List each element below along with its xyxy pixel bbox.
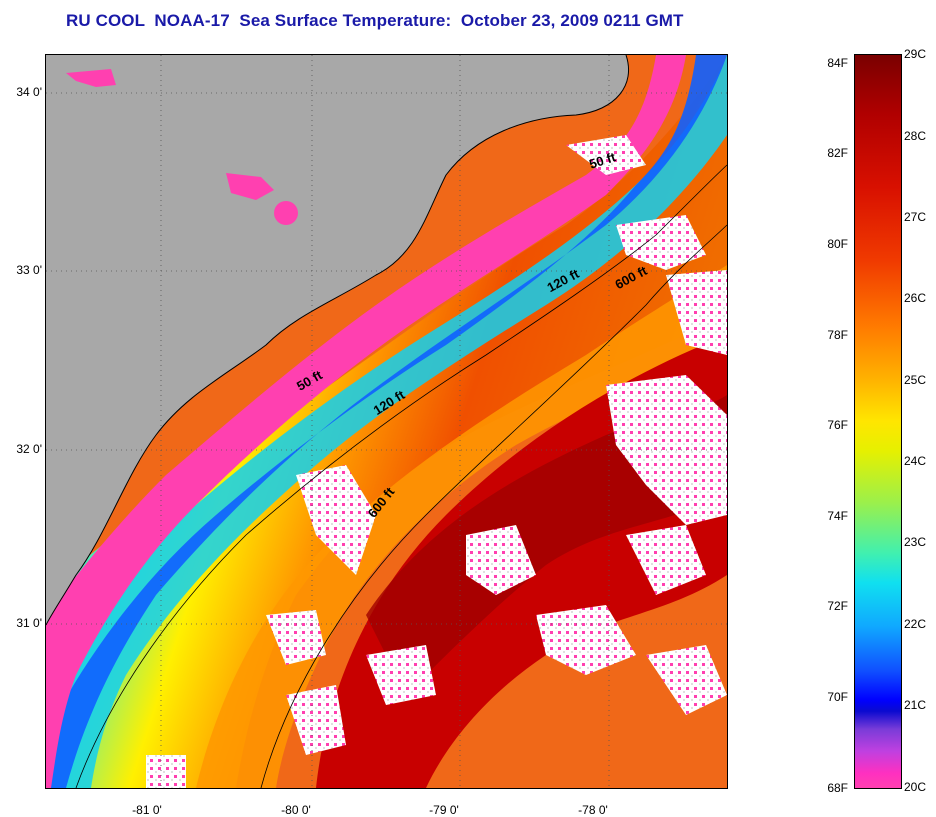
colorbar-f-76: 76F (827, 418, 848, 432)
colorbar-c-24: 24C (904, 454, 927, 468)
colorbar-c-23: 23C (904, 535, 927, 549)
lon-label-80: -80 0' (281, 803, 311, 817)
lat-label-32: 32 0' (16, 442, 42, 456)
colorbar-c-29: 29C (904, 47, 927, 61)
temperature-colorbar (854, 54, 902, 789)
colorbar-c-22: 22C (904, 617, 927, 631)
sst-map[interactable]: 50 ft 120 ft 600 ft 50 ft 120 ft 600 ft (45, 54, 728, 789)
colorbar-f-80: 80F (827, 237, 848, 251)
colorbar-f-70: 70F (827, 690, 848, 704)
colorbar-c-26: 26C (904, 291, 927, 305)
lat-label-31: 31 0' (16, 616, 42, 630)
colorbar-c-27: 27C (904, 210, 927, 224)
lon-label-79: -79 0' (429, 803, 459, 817)
lon-label-81: -81 0' (132, 803, 162, 817)
sst-map-image (46, 55, 727, 788)
colorbar-f-84: 84F (827, 56, 848, 70)
lat-label-33: 33 0' (16, 263, 42, 277)
colorbar-f-72: 72F (827, 599, 848, 613)
colorbar-f-78: 78F (827, 328, 848, 342)
colorbar-c-20: 20C (904, 780, 927, 794)
colorbar-c-25: 25C (904, 373, 927, 387)
lon-label-78: -78 0' (578, 803, 608, 817)
colorbar-f-68: 68F (827, 781, 848, 795)
colorbar-c-21: 21C (904, 698, 927, 712)
colorbar-f-82: 82F (827, 146, 848, 160)
colorbar-f-74: 74F (827, 509, 848, 523)
lat-label-34: 34 0' (16, 85, 42, 99)
map-title: RU COOL NOAA-17 Sea Surface Temperature:… (66, 11, 684, 30)
colorbar-c-28: 28C (904, 129, 927, 143)
